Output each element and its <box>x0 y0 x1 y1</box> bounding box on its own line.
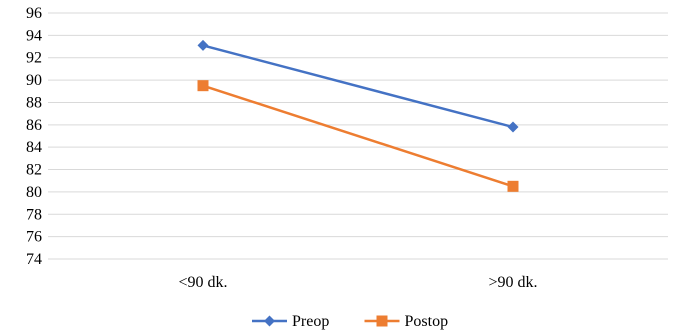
legend-marker-postop <box>376 315 388 327</box>
y-tick-label: 94 <box>26 27 42 44</box>
y-tick-label: 92 <box>26 50 42 67</box>
y-tick-label: 76 <box>26 229 42 246</box>
y-tick-label: 82 <box>26 162 42 179</box>
legend-marker-preop <box>264 315 275 327</box>
y-tick-label: 88 <box>26 94 42 111</box>
data-point-postop <box>197 80 209 92</box>
x-axis-tick-labels: <90 dk. >90 dk. <box>178 274 537 291</box>
y-tick-label: 80 <box>26 184 42 201</box>
data-point-postop <box>507 180 519 192</box>
series-group <box>197 39 519 192</box>
legend-label-postop: Postop <box>405 313 449 330</box>
y-axis-tick-labels: 74 76 78 80 82 84 86 88 90 92 94 96 <box>26 5 42 268</box>
x-tick-label: <90 dk. <box>178 274 227 291</box>
y-tick-label: 74 <box>26 251 42 268</box>
y-tick-label: 96 <box>26 5 42 22</box>
y-tick-label: 90 <box>26 72 42 89</box>
series-line-preop <box>202 44 514 129</box>
y-tick-label: 84 <box>26 139 42 156</box>
legend-label-preop: Preop <box>292 313 329 330</box>
data-point-preop <box>197 39 209 51</box>
data-point-preop <box>507 121 519 133</box>
x-tick-label: >90 dk. <box>488 274 537 291</box>
y-tick-label: 86 <box>26 117 42 134</box>
series-line-postop <box>202 84 514 188</box>
legend: Preop Postop <box>252 313 448 330</box>
gridlines <box>48 12 668 260</box>
y-tick-label: 78 <box>26 206 42 223</box>
